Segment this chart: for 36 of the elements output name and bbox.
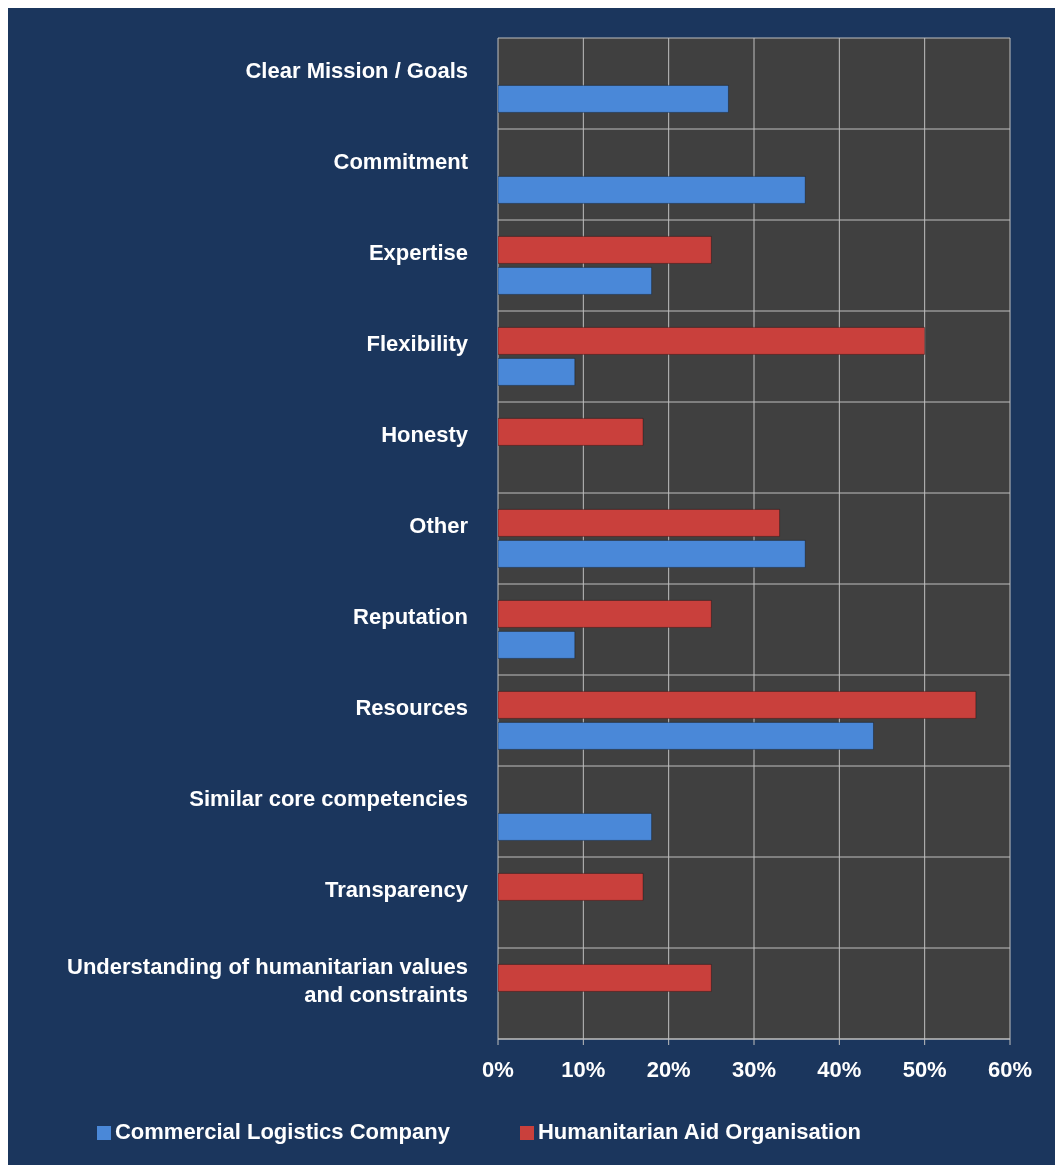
bar bbox=[498, 175, 806, 204]
y-tick-label: Similar core competencies bbox=[189, 785, 468, 811]
y-tick-label: Honesty bbox=[381, 421, 469, 447]
bar bbox=[498, 812, 653, 841]
x-tick-label: 30% bbox=[731, 1056, 777, 1082]
y-tick-label: Reputation bbox=[353, 603, 468, 629]
bar bbox=[498, 599, 712, 628]
bar bbox=[498, 630, 576, 659]
bar bbox=[498, 326, 926, 355]
x-tick-label: 0% bbox=[482, 1056, 514, 1082]
y-tick-label: Commitment bbox=[333, 148, 469, 174]
bar bbox=[498, 235, 712, 264]
bar bbox=[498, 417, 644, 446]
legend-label: Humanitarian Aid Organisation bbox=[537, 1119, 862, 1144]
bar bbox=[498, 539, 806, 568]
y-tick-label: Expertise bbox=[368, 239, 468, 265]
y-tick-label: Flexibility bbox=[366, 330, 469, 356]
legend-label: Commercial Logistics Company bbox=[114, 1119, 450, 1144]
x-tick-label: 10% bbox=[561, 1056, 606, 1082]
bar bbox=[498, 963, 712, 992]
y-tick-label: Understanding of humanitarian values and constraints bbox=[67, 953, 468, 1007]
y-tick-label: Other bbox=[409, 512, 469, 538]
x-tick-label: 20% bbox=[646, 1056, 691, 1082]
y-tick-label: Resources bbox=[355, 694, 468, 720]
x-tick-label: 60% bbox=[987, 1056, 1033, 1082]
bar bbox=[498, 266, 653, 295]
bar bbox=[498, 84, 729, 113]
bar bbox=[498, 690, 977, 719]
y-tick-label: Clear Mission / Goals bbox=[245, 57, 468, 83]
bar bbox=[498, 721, 874, 750]
x-tick-label: 50% bbox=[902, 1056, 947, 1082]
bar bbox=[498, 357, 576, 386]
y-tick-label: Transparency bbox=[324, 876, 469, 902]
x-tick-label: 40% bbox=[817, 1056, 862, 1082]
bar bbox=[498, 508, 781, 537]
bar bbox=[498, 872, 644, 901]
